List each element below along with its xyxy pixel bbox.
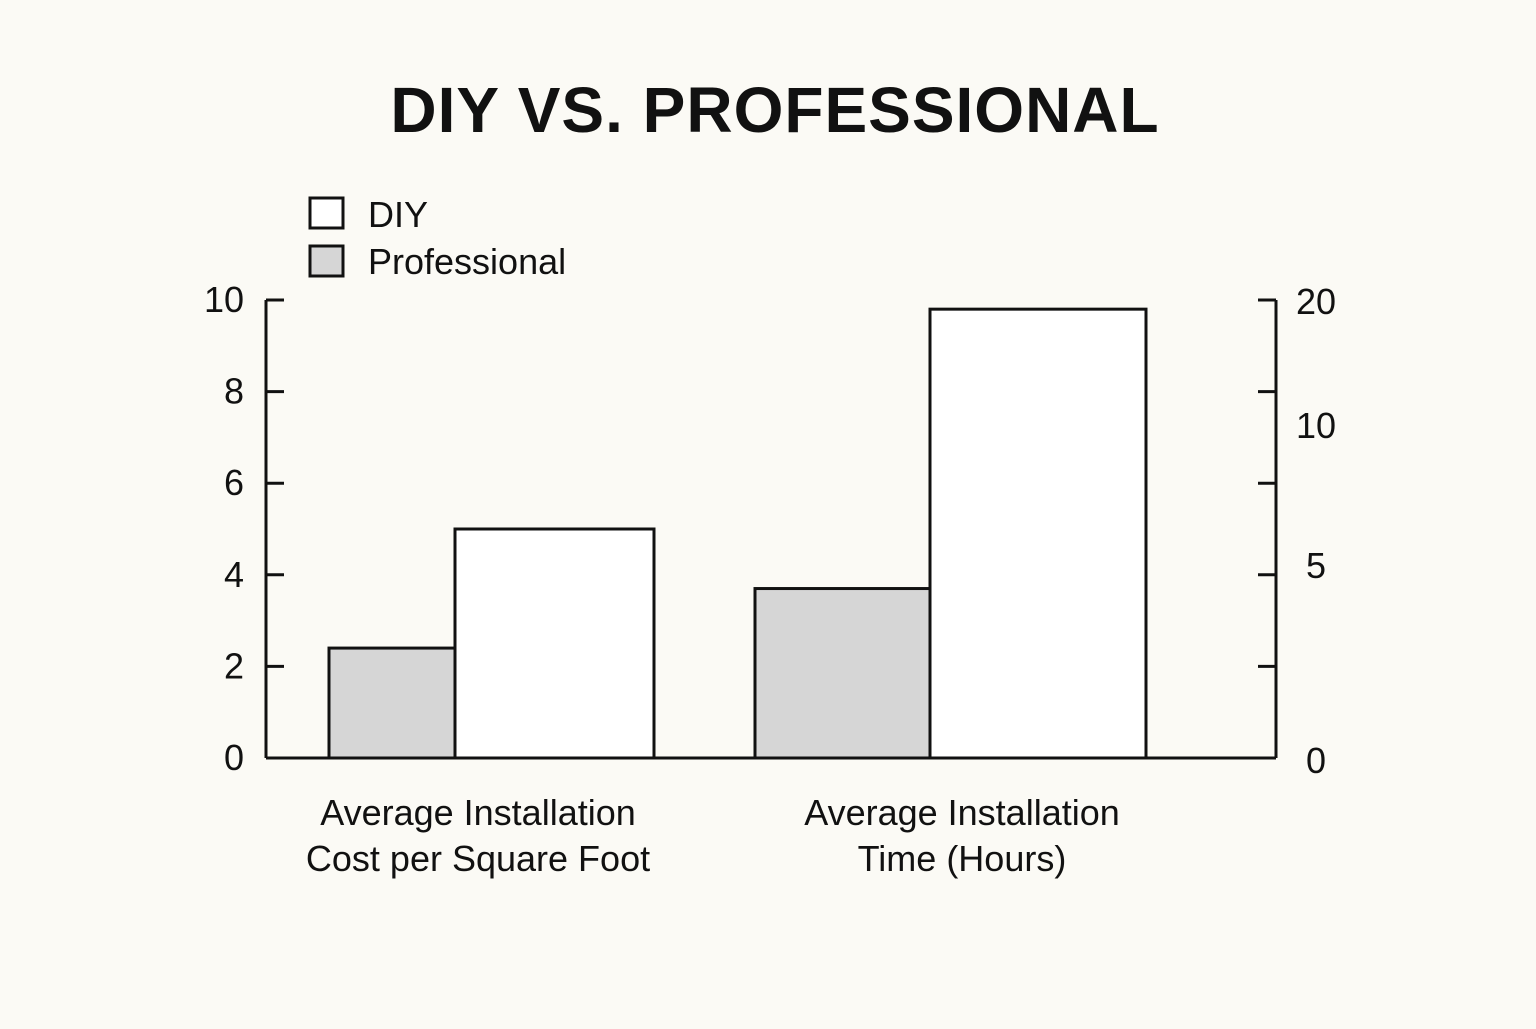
legend-label-professional: Professional (368, 241, 566, 282)
left-axis-tick-label: 0 (224, 737, 244, 778)
right-axis-tick-label: 0 (1306, 740, 1326, 781)
left-axis-tick-label: 6 (224, 462, 244, 503)
left-axis-tick-label: 10 (204, 279, 244, 320)
category-label: Average Installation (804, 792, 1120, 833)
chart-title: DIY VS. PROFESSIONAL (390, 74, 1159, 146)
legend-swatch-diy (308, 196, 345, 230)
legend-label-diy: DIY (368, 194, 428, 235)
left-axis-tick-label: 2 (224, 645, 244, 686)
left-axis-tick-label: 8 (224, 371, 244, 412)
right-axis-tick-label: 20 (1296, 281, 1336, 322)
x-axis-labels: Average Installation Cost per Square Foot… (306, 792, 1120, 879)
legend-swatch-professional (308, 244, 345, 278)
axes-layer: 0 2 4 6 8 10 0 5 10 20 (204, 279, 1336, 781)
legend: DIY Professional (308, 194, 566, 282)
bar-cost-professional (327, 646, 457, 760)
left-axis-tick-label: 4 (224, 554, 244, 595)
category-label: Cost per Square Foot (306, 838, 650, 879)
right-axis-tick-label: 5 (1306, 545, 1326, 586)
category-label: Time (Hours) (858, 838, 1067, 879)
category-label: Average Installation (320, 792, 636, 833)
bar-time-professional (753, 587, 932, 760)
right-axis-tick-label: 10 (1296, 405, 1336, 446)
bar-time-diy (928, 307, 1148, 760)
bar-cost-diy (453, 527, 656, 760)
bars-layer (327, 307, 1148, 760)
